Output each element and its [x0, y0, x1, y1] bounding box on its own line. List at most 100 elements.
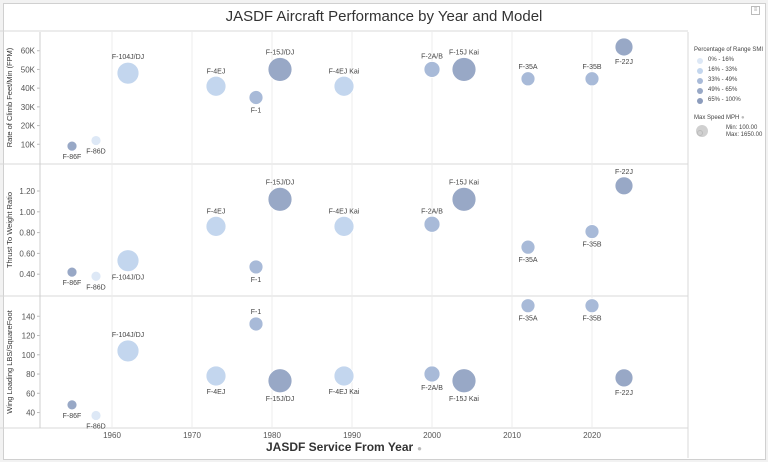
data-point — [333, 215, 355, 237]
data-point — [520, 239, 536, 255]
data-point — [90, 270, 102, 282]
x-tick-label: 1990 — [343, 431, 361, 440]
data-label: F-4EJ Kai — [329, 208, 360, 215]
data-label: F-4EJ — [207, 208, 226, 215]
y-tick-label: 10K — [21, 140, 36, 149]
y-tick-label: 1.20 — [19, 187, 35, 196]
legend-item[interactable]: 65% - 100% — [694, 97, 766, 104]
legend-swatch — [697, 67, 703, 74]
x-tick-label: 1960 — [103, 431, 121, 440]
data-point — [267, 57, 293, 82]
y-tick-label: 60 — [26, 389, 35, 398]
data-point — [614, 37, 634, 57]
sort-icon[interactable]: ● — [741, 115, 745, 121]
size-legend-min-label: Min: 100.00 — [726, 125, 758, 131]
legend: Percentage of Range SMI 0% - 16% 16% - 33… — [694, 46, 766, 143]
data-point — [248, 90, 264, 105]
data-point — [451, 57, 477, 82]
data-point — [66, 140, 78, 152]
y-axis-label: Wing Loading LBS/SquareFoot — [5, 309, 14, 413]
y-tick-label: 20K — [21, 122, 36, 131]
data-label: F-86F — [63, 413, 82, 420]
data-point — [584, 224, 600, 239]
data-label: F-35B — [582, 316, 601, 323]
legend-item[interactable]: 33% - 49% — [694, 77, 766, 84]
x-tick-label: 2020 — [583, 431, 601, 440]
data-label: F-15J/DJ — [266, 179, 294, 186]
data-point — [333, 75, 355, 97]
data-point — [520, 71, 536, 87]
y-tick-label: 100 — [22, 351, 36, 360]
y-tick-label: 30K — [21, 103, 36, 112]
data-point — [584, 298, 600, 314]
data-label: F-4EJ — [207, 68, 226, 75]
data-label: F-22J — [615, 59, 633, 66]
data-point — [267, 368, 293, 394]
data-point — [614, 176, 634, 196]
data-label: F-1 — [251, 309, 262, 316]
sort-icon[interactable]: ● — [417, 444, 423, 453]
x-tick-label: 2010 — [503, 431, 521, 440]
legend-label: 16% - 33% — [708, 67, 738, 73]
x-tick-label: 1980 — [263, 431, 281, 440]
data-label: F-86D — [86, 284, 105, 291]
data-point — [66, 266, 78, 278]
data-point — [614, 368, 634, 388]
expand-icon[interactable]: ≡ — [751, 6, 760, 15]
legend-swatch — [697, 87, 703, 94]
legend-label: 33% - 49% — [708, 77, 738, 83]
data-label: F-35A — [518, 316, 537, 323]
data-label: F-104J/DJ — [112, 332, 144, 339]
data-label: F-35A — [518, 64, 537, 71]
data-point — [423, 61, 441, 78]
legend-item[interactable]: 49% - 65% — [694, 87, 766, 94]
data-label: F-86D — [86, 423, 105, 430]
data-label: F-1 — [251, 277, 262, 284]
data-label: F-2A/B — [421, 53, 443, 60]
y-tick-label: 120 — [22, 332, 36, 341]
y-axis-label: Rate of Climb Feet/Min (FPM) — [5, 47, 14, 147]
legend-item[interactable]: 16% - 33% — [694, 67, 766, 74]
y-axis-label: Thrust To Weight Ratio — [5, 192, 14, 268]
data-label: F-86F — [63, 154, 82, 161]
data-label: F-22J — [615, 169, 633, 176]
chart-title: JASDF Aircraft Performance by Year and M… — [225, 8, 543, 25]
data-label: F-86D — [86, 149, 105, 156]
y-tick-label: 40 — [26, 409, 35, 418]
x-tick-label: 1970 — [183, 431, 201, 440]
data-point — [116, 339, 140, 363]
y-tick-label: 140 — [22, 312, 36, 321]
y-tick-label: 80 — [26, 370, 35, 379]
data-label: F-15J/DJ — [266, 396, 294, 403]
data-point — [116, 249, 140, 273]
data-point — [248, 259, 264, 275]
legend-swatch — [697, 77, 703, 84]
y-tick-label: 50K — [21, 65, 36, 74]
data-point — [205, 215, 227, 237]
size-legend-title: Max Speed MPH ● — [694, 115, 745, 121]
data-point — [116, 61, 140, 85]
data-label: F-15J Kai — [449, 49, 479, 56]
legend-label: 65% - 100% — [708, 97, 741, 103]
size-legend-min-circle — [697, 130, 703, 136]
legend-item[interactable]: 0% - 16% — [694, 57, 766, 64]
data-label: F-15J Kai — [449, 396, 479, 403]
data-label: F-104J/DJ — [112, 54, 144, 61]
legend-label: 49% - 65% — [708, 87, 738, 93]
size-legend-max-label: Max: 1650.00 — [726, 132, 763, 138]
data-label: F-1 — [251, 108, 262, 115]
x-axis-title: JASDF Service From Year ● — [265, 440, 423, 454]
data-point — [423, 215, 441, 233]
data-label: F-4EJ Kai — [329, 389, 360, 396]
x-tick-label: 2000 — [423, 431, 441, 440]
data-label: F-2A/B — [421, 385, 443, 392]
data-point — [267, 186, 293, 212]
data-label: F-22J — [615, 390, 633, 397]
data-label: F-4EJ — [207, 389, 226, 396]
legend-swatch — [697, 97, 703, 104]
data-label: F-35A — [518, 257, 537, 264]
data-point — [520, 298, 536, 314]
data-point — [90, 410, 102, 421]
y-tick-label: 0.60 — [19, 249, 35, 258]
